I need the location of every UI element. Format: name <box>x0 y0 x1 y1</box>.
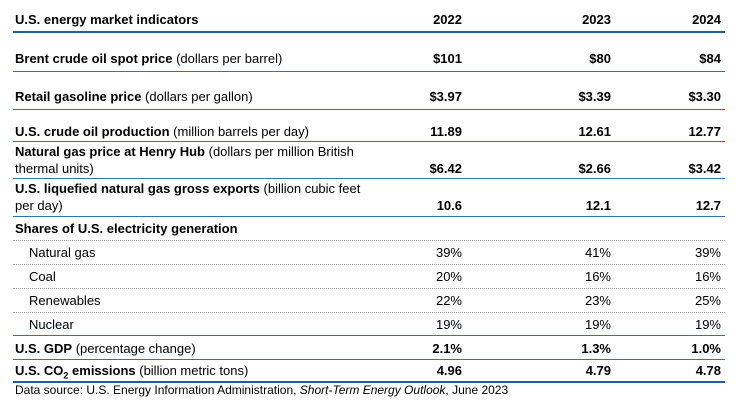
value-2024: 4.78 <box>695 363 721 378</box>
data-source-note: Data source: U.S. Energy Information Adm… <box>15 383 509 397</box>
value-2023: 1.3% <box>581 341 611 356</box>
row-divider <box>13 335 725 336</box>
row-label: Natural gas <box>29 245 96 260</box>
row-label: Retail gasoline price (dollars per gallo… <box>15 89 253 104</box>
value-2024: 12.77 <box>688 124 721 139</box>
value-2024: 12.7 <box>695 198 721 213</box>
row-divider <box>13 109 725 110</box>
value-2022: $101 <box>433 51 462 66</box>
row-divider <box>13 288 725 289</box>
value-2023: $2.66 <box>578 161 611 176</box>
value-2022: $3.97 <box>429 89 462 104</box>
year-header-2023: 2023 <box>582 12 611 27</box>
row-divider <box>13 141 725 142</box>
value-2024: 16% <box>694 269 721 284</box>
row-label: Renewables <box>29 293 101 308</box>
value-2022: 20% <box>435 269 462 284</box>
value-2024: 39% <box>694 245 721 260</box>
row-divider <box>13 359 725 360</box>
value-2022: 39% <box>435 245 462 260</box>
value-2023: 41% <box>584 245 611 260</box>
value-2022: 4.96 <box>436 363 462 378</box>
year-header-2022: 2022 <box>433 12 462 27</box>
value-2023: 12.61 <box>578 124 611 139</box>
row-label: U.S. liquefied natural gas gross exports… <box>15 181 361 213</box>
value-2022: $6.42 <box>429 161 462 176</box>
value-2023: 23% <box>584 293 611 308</box>
table-title: U.S. energy market indicators <box>15 12 199 27</box>
table-bottom-rule <box>13 381 725 383</box>
value-2024: $84 <box>699 51 721 66</box>
value-2022: 19% <box>435 317 462 332</box>
value-2023: 16% <box>584 269 611 284</box>
section-label: Shares of U.S. electricity generation <box>15 221 238 236</box>
value-2024: 19% <box>694 317 721 332</box>
row-label: Coal <box>29 269 56 284</box>
row-divider <box>13 71 725 72</box>
value-2022: 11.89 <box>430 124 462 139</box>
year-header-2024: 2024 <box>692 12 721 27</box>
row-divider <box>13 312 725 313</box>
value-2023: $3.39 <box>578 89 611 104</box>
value-2023: 19% <box>584 317 611 332</box>
value-2022: 10.6 <box>436 198 462 213</box>
value-2024: $3.42 <box>688 161 721 176</box>
value-2023: $80 <box>589 51 611 66</box>
value-2024: $3.30 <box>688 89 721 104</box>
value-2023: 12.1 <box>585 198 611 213</box>
value-2023: 4.79 <box>585 363 611 378</box>
value-2022: 22% <box>435 293 462 308</box>
row-divider <box>13 178 725 179</box>
row-label: Brent crude oil spot price (dollars per … <box>15 51 283 66</box>
value-2024: 25% <box>694 293 721 308</box>
row-label: Natural gas price at Henry Hub (dollars … <box>15 144 354 176</box>
row-label: U.S. CO2 emissions (billion metric tons) <box>15 363 249 381</box>
row-divider <box>13 240 725 241</box>
value-2024: 1.0% <box>691 341 721 356</box>
row-label: U.S. GDP (percentage change) <box>15 341 196 356</box>
value-2022: 2.1% <box>432 341 462 356</box>
row-divider <box>13 264 725 265</box>
header-rule <box>13 31 725 33</box>
row-label: U.S. crude oil production (million barre… <box>15 124 309 139</box>
row-label: Nuclear <box>29 317 74 332</box>
row-divider <box>13 216 725 217</box>
